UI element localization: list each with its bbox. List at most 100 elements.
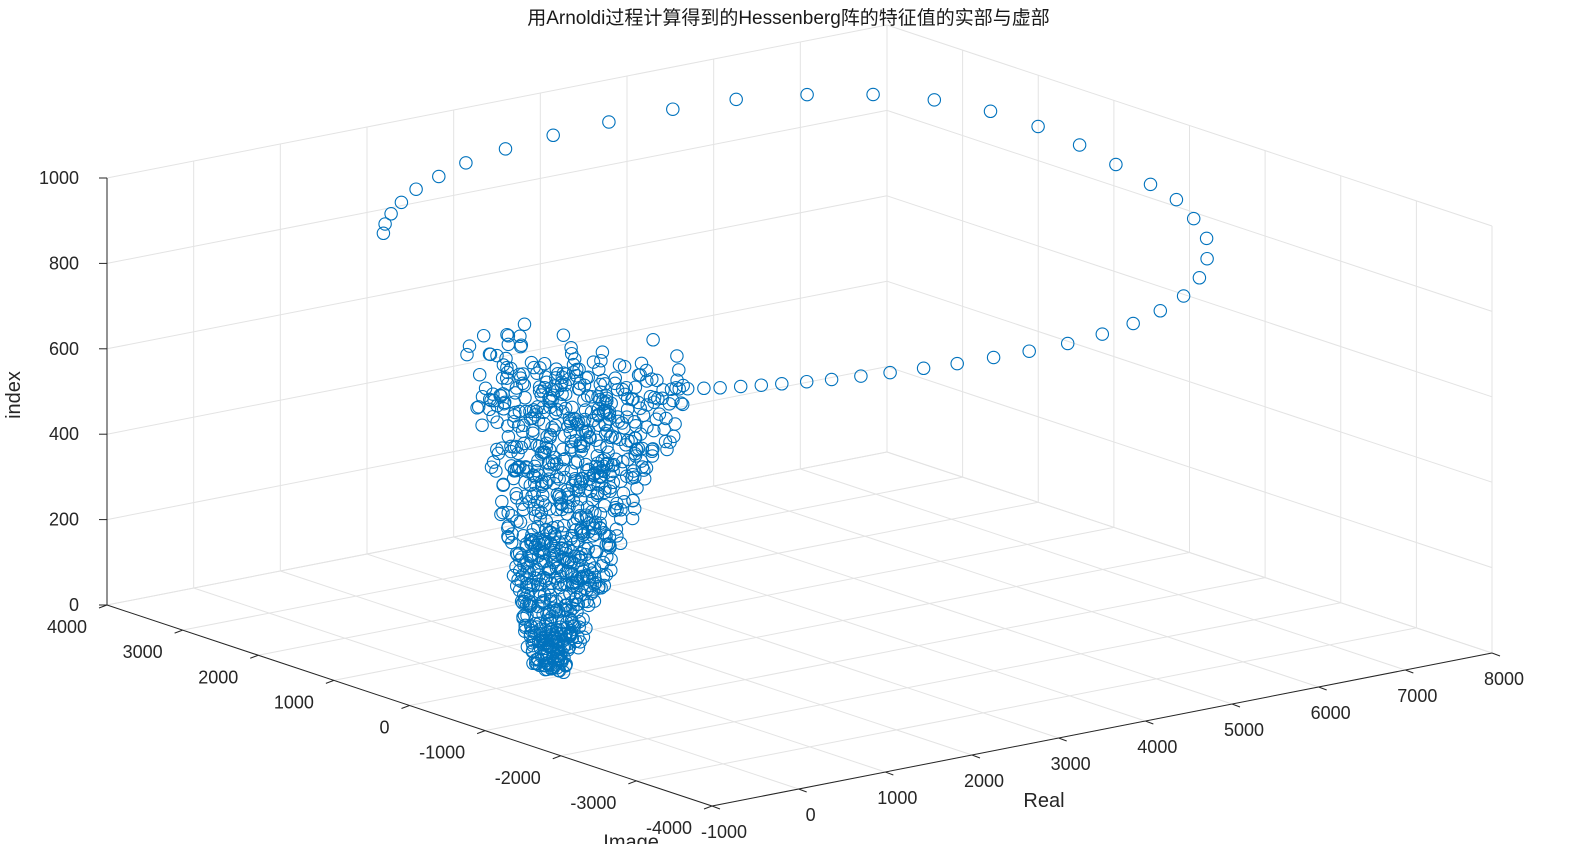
scatter-point <box>612 358 627 372</box>
scatter-point <box>529 620 544 634</box>
scatter-point <box>520 640 535 654</box>
scatter-point <box>595 345 610 359</box>
scatter-point <box>432 169 446 184</box>
grid-side-z <box>886 451 1493 654</box>
scatter-point <box>490 398 504 413</box>
x-tick <box>971 754 981 759</box>
x-tick <box>798 788 807 793</box>
x-tick-label: 1000 <box>877 788 917 808</box>
scatter-point <box>927 93 942 107</box>
grid-back-z <box>106 195 888 350</box>
scatter-point <box>628 470 642 484</box>
x-axis-line <box>711 652 1493 807</box>
scatter-point <box>575 471 589 486</box>
axis-labels: Real Image index <box>3 371 1065 849</box>
scatter-point <box>565 528 579 543</box>
scatter-point <box>528 459 542 474</box>
scatter-point <box>498 142 513 156</box>
scatter-point <box>598 377 612 391</box>
scatter-point <box>538 370 553 384</box>
z-axis-label: index <box>3 371 25 419</box>
scatter-point <box>578 403 593 417</box>
scatter-point <box>670 349 684 363</box>
y-tick <box>628 780 637 785</box>
scatter-point <box>499 351 513 366</box>
scatter-point <box>511 460 525 474</box>
scatter-point <box>600 440 614 454</box>
scatter-point <box>555 370 570 384</box>
scatter-point <box>625 511 640 526</box>
scatter-point <box>1095 327 1110 341</box>
scatter-point <box>566 357 581 372</box>
scatter-point <box>543 565 557 579</box>
scatter-point <box>594 353 608 368</box>
scatter-point <box>609 522 624 536</box>
scatter-point <box>533 556 547 570</box>
scatter-point <box>532 380 547 394</box>
scatter-point <box>598 426 613 441</box>
scatter-point <box>523 404 537 419</box>
scatter-point <box>584 405 599 419</box>
scatter-point <box>376 226 391 241</box>
scatter-point <box>571 640 586 655</box>
grid-back-z <box>106 109 888 264</box>
scatter-point <box>578 424 593 439</box>
scatter-point <box>527 486 541 501</box>
scatter-point <box>637 463 651 477</box>
scatter-point <box>1169 192 1184 207</box>
scatter-point <box>556 405 570 419</box>
scatter-point <box>510 514 524 528</box>
scatter-point <box>573 553 587 568</box>
y-tick-label: 1000 <box>274 692 314 712</box>
scatter-point <box>496 358 511 372</box>
scatter-point <box>733 379 748 394</box>
scatter-point <box>595 463 610 477</box>
scatter-point <box>548 450 562 465</box>
scatter-point <box>525 620 539 635</box>
scatter-point <box>605 429 619 443</box>
scatter-point <box>564 555 579 569</box>
scatter-point <box>645 444 659 459</box>
scatter-point <box>509 559 523 574</box>
y-tick <box>325 679 335 684</box>
grid-side-z <box>886 24 1493 227</box>
scatter-point <box>560 577 574 592</box>
scatter-point <box>556 442 570 457</box>
scatter-point <box>581 541 595 556</box>
scatter-point <box>486 455 501 469</box>
scatter-point <box>1186 211 1201 226</box>
scatter-point <box>578 483 592 498</box>
scatter-point <box>509 579 524 593</box>
scatter-point <box>509 487 523 501</box>
x-tick <box>1405 669 1414 674</box>
scatter-point <box>543 462 557 477</box>
scatter-point <box>593 377 608 392</box>
scatter-point <box>647 423 661 438</box>
y-tick <box>476 730 486 735</box>
scatter-point <box>656 383 670 397</box>
scatter-point <box>499 371 514 385</box>
grid-floor-y <box>636 627 1417 782</box>
y-tick-label: 0 <box>379 718 389 738</box>
z-tick-label: 800 <box>49 253 79 273</box>
scatter-point <box>610 529 624 543</box>
scatter-point <box>512 583 527 598</box>
scatter-point <box>567 619 582 633</box>
scatter-point <box>680 381 695 396</box>
y-tick-label: 2000 <box>198 667 238 687</box>
grid-back-z <box>106 451 888 606</box>
scatter-point <box>660 442 674 457</box>
scatter-point <box>1176 289 1191 303</box>
grid-side-z <box>886 280 1493 483</box>
scatter-point <box>589 433 603 447</box>
scatter-point <box>593 506 608 521</box>
scatter-point <box>1031 119 1045 134</box>
z-tick-label: 200 <box>49 510 79 530</box>
scatter-point <box>501 521 515 535</box>
scatter-point <box>537 356 552 371</box>
scatter-point <box>552 488 567 502</box>
scatter-point <box>535 488 550 502</box>
z-tick-label: 400 <box>49 424 79 444</box>
scatter-point <box>500 327 514 342</box>
